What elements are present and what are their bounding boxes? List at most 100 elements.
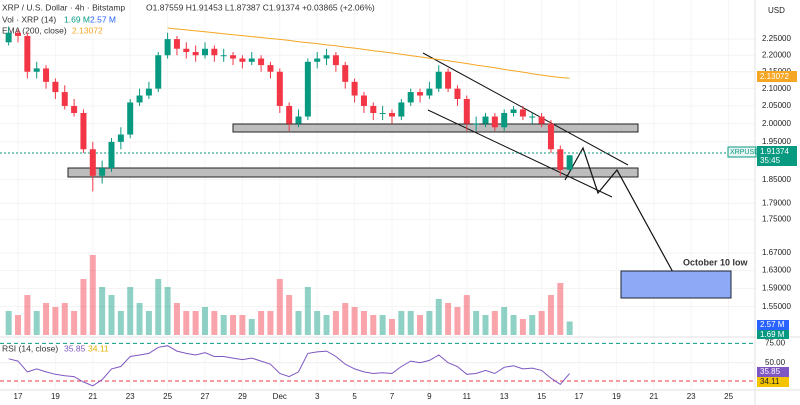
volume-bar [445, 303, 452, 335]
candle-body [286, 105, 293, 124]
ema-label: EMA (200, close) [2, 25, 67, 35]
vol-value: 1.69 M [64, 14, 90, 24]
volume-bar [71, 311, 78, 335]
candle-body [454, 88, 461, 99]
x-tick-label: 19 [51, 392, 60, 401]
candle-body [71, 105, 78, 113]
y-tick-label: 1.79000 [762, 198, 791, 207]
vol-label: Vol · XRP (14) [2, 14, 56, 24]
y-tick-label: 1.67000 [762, 248, 791, 257]
ema-value: 2.13072 [72, 25, 103, 35]
rsi-label: RSI (14, close) [2, 343, 58, 353]
volume-bar [360, 311, 367, 335]
x-tick-label: 11 [463, 392, 472, 401]
volume-bar [127, 287, 134, 335]
volume-bar [332, 311, 339, 335]
volume-bar [547, 295, 554, 335]
projection-path [564, 146, 681, 286]
candle-body [164, 39, 171, 56]
volume-bar [510, 315, 517, 335]
candle-body [407, 92, 414, 103]
candle-body [445, 71, 452, 89]
price-badge-text: 1.91374 [760, 147, 789, 156]
volume-bar [24, 295, 31, 335]
y-tick-label: 2.05000 [762, 101, 791, 110]
rsi-tick-label: 50.00 [765, 358, 786, 367]
candle-body [183, 48, 190, 52]
volume-bar [192, 311, 199, 335]
volume-bar [202, 307, 208, 335]
candle-body [220, 55, 227, 57]
candle-body [136, 95, 143, 103]
x-tick-label: 5 [352, 392, 357, 401]
x-tick-label: Dec [273, 392, 287, 401]
candle-body [482, 116, 489, 124]
rsi-tick-label: 75.00 [765, 339, 786, 348]
candle-body [491, 116, 498, 128]
y-tick-label: 1.55000 [762, 302, 791, 311]
volume-bar [258, 311, 265, 335]
volume-bar [501, 307, 508, 335]
volume-bar [211, 311, 218, 335]
x-tick-label: 9 [427, 392, 432, 401]
volume-bar [267, 311, 274, 335]
volume-bar [463, 295, 470, 335]
rsi-value: 35.85 [64, 343, 86, 353]
vol-ma-badge [757, 320, 789, 330]
candle-body [267, 65, 274, 72]
volume-bar [379, 315, 386, 335]
candle-body [155, 55, 162, 89]
symbol: XRP / U.S. Dollar · 4h · Bitstamp [2, 2, 125, 12]
candle-body [127, 102, 134, 135]
rsi-line [8, 345, 570, 387]
candle-body [276, 71, 283, 106]
volume-bar [173, 303, 180, 335]
volume-bar [557, 283, 564, 335]
volume-bar [52, 307, 59, 335]
volume-bar [407, 311, 414, 335]
candle-body [538, 116, 545, 124]
candle-body [99, 168, 106, 176]
volume-bar [323, 315, 330, 335]
candle-body [202, 48, 208, 56]
candle-body [295, 116, 302, 124]
candle-body [435, 71, 442, 89]
x-tick-label: 23 [126, 392, 135, 401]
rsi-ma-badge-text: 34.11 [760, 377, 780, 386]
candle-body [61, 92, 68, 106]
volume-bar [529, 315, 536, 335]
annotation-text: October 10 low [683, 257, 749, 267]
vol-ma-badge-text: 2.57 M [760, 320, 785, 329]
candle-body [80, 112, 87, 150]
x-tick-label: 29 [238, 392, 247, 401]
candle-body [192, 51, 199, 56]
volume-bar [342, 303, 349, 335]
volume-bar [398, 311, 405, 335]
candle-body [230, 55, 237, 59]
x-tick-label: 17 [14, 392, 23, 401]
candle-body [89, 149, 96, 176]
candle-body [314, 58, 321, 62]
volume-bar [370, 315, 377, 335]
volume-bar [33, 311, 40, 335]
volume-bar [239, 315, 246, 335]
candle-body [332, 55, 339, 66]
volume-bar [15, 315, 21, 335]
vol-badge [757, 330, 789, 339]
countdown: 35:45 [760, 156, 781, 165]
candle-body [519, 109, 526, 117]
x-tick-label: 19 [612, 392, 621, 401]
volume-bar [491, 311, 498, 335]
volume-bar [473, 311, 480, 335]
volume-bar [417, 315, 424, 335]
volume-bar [43, 303, 50, 335]
candle-body [417, 92, 424, 96]
ema-badge [757, 71, 797, 82]
y-tick-label: 1.59000 [762, 283, 791, 292]
volume-bar [519, 319, 526, 335]
volume-bar [89, 255, 96, 335]
candle-body [351, 81, 358, 96]
volume-bar [136, 303, 143, 335]
volume-bar [435, 299, 442, 335]
